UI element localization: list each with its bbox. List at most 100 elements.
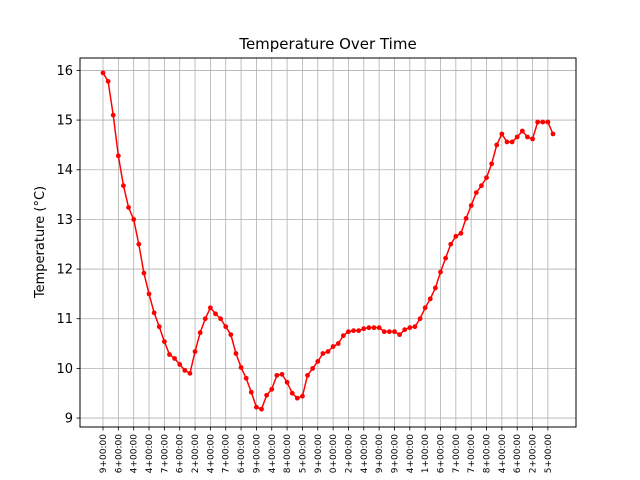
data-point xyxy=(274,372,280,378)
x-tick-label: 6+00:00 xyxy=(114,434,124,473)
y-tick-label: 16 xyxy=(56,64,73,79)
data-point xyxy=(427,296,433,302)
data-point xyxy=(525,134,530,140)
data-point xyxy=(202,316,208,322)
x-tick-label: 7+00:00 xyxy=(452,434,462,473)
data-point xyxy=(422,305,428,311)
x-tick-label: 8+00:00 xyxy=(283,434,293,473)
data-point xyxy=(151,310,157,316)
data-point xyxy=(223,324,229,330)
data-point xyxy=(519,128,525,134)
data-point xyxy=(468,203,474,208)
data-point xyxy=(381,329,387,335)
data-point xyxy=(325,349,331,354)
data-point xyxy=(207,305,213,311)
x-tick-label: 4+00:00 xyxy=(130,434,140,473)
plot-frame xyxy=(79,57,577,428)
data-point xyxy=(479,183,484,189)
x-tick-label: 9+00:00 xyxy=(390,434,400,473)
data-point xyxy=(121,183,126,189)
data-point xyxy=(182,367,188,373)
x-tick-label: 5+00:00 xyxy=(298,434,308,473)
data-point xyxy=(330,344,336,349)
data-point xyxy=(197,330,203,336)
data-point xyxy=(131,217,137,222)
data-point xyxy=(397,332,402,338)
data-point xyxy=(499,131,505,137)
data-point xyxy=(340,333,346,339)
x-tick-label: 1+00:00 xyxy=(421,434,431,473)
data-point xyxy=(238,365,244,370)
data-point xyxy=(115,153,121,159)
data-point xyxy=(243,375,249,381)
data-point xyxy=(172,356,177,361)
data-point xyxy=(315,359,321,364)
data-point xyxy=(530,136,535,142)
x-tick-label: 0+00:00 xyxy=(329,434,339,473)
x-tick-label: 4+00:00 xyxy=(498,434,508,473)
data-point xyxy=(535,119,541,125)
x-axis: 9+00:00 6+00:00 4+00:00 4+00:00 7+00:00 6+00:… xyxy=(99,427,554,473)
data-point xyxy=(407,325,413,331)
data-point xyxy=(361,326,367,332)
data-point xyxy=(376,325,382,331)
data-point xyxy=(100,70,106,76)
data-point xyxy=(110,112,116,118)
data-point xyxy=(438,269,443,275)
data-point xyxy=(443,255,449,261)
data-point xyxy=(346,329,351,335)
data-point xyxy=(550,131,556,137)
data-point xyxy=(463,216,469,221)
data-point xyxy=(366,325,372,331)
y-tick-label: 11 xyxy=(56,312,73,327)
data-point xyxy=(356,328,362,334)
data-point xyxy=(146,291,152,297)
data-point xyxy=(284,379,290,385)
x-tick-label: 6+00:00 xyxy=(237,434,247,473)
data-point xyxy=(126,205,131,210)
data-point xyxy=(453,233,459,239)
data-point xyxy=(213,311,218,317)
data-point xyxy=(320,351,326,356)
data-point xyxy=(300,393,305,399)
x-tick-label: 6+00:00 xyxy=(513,434,523,473)
x-tick-label: 4+00:00 xyxy=(360,434,370,473)
data-point xyxy=(371,325,377,331)
y-axis-title: Temperature (°C) xyxy=(33,186,48,299)
grid xyxy=(80,58,576,427)
data-point xyxy=(167,352,172,357)
x-tick-label: 4+00:00 xyxy=(206,434,216,473)
x-tick-label: 5+00:00 xyxy=(544,434,554,473)
x-tick-label: 2+00:00 xyxy=(529,434,539,473)
y-tick-label: 14 xyxy=(56,163,73,178)
data-point xyxy=(279,371,285,377)
y-tick-label: 9 xyxy=(65,412,73,427)
data-point xyxy=(494,142,500,148)
data-point xyxy=(458,230,464,236)
x-tick-label: 6+00:00 xyxy=(437,434,447,473)
data-point xyxy=(417,316,423,322)
data-point xyxy=(259,406,264,412)
data-point xyxy=(177,362,183,367)
x-tick-label: 9+00:00 xyxy=(375,434,385,473)
chart-title: Temperature Over Time xyxy=(238,35,416,53)
data-point xyxy=(248,389,254,395)
series-line xyxy=(102,72,554,410)
x-tick-label: 7+00:00 xyxy=(160,434,170,473)
data-point xyxy=(545,119,551,125)
data-point xyxy=(254,404,259,410)
data-point xyxy=(484,175,489,181)
x-tick-label: 9+00:00 xyxy=(252,434,262,473)
data-point xyxy=(192,349,198,354)
y-axis: 9 10 11 12 13 14 15 16 xyxy=(56,64,80,427)
data-point xyxy=(289,390,295,396)
x-tick-label: 4+00:00 xyxy=(268,434,278,473)
y-tick-label: 13 xyxy=(56,213,73,228)
data-point xyxy=(509,139,515,145)
y-tick-label: 15 xyxy=(56,114,73,129)
x-tick-label: 4+00:00 xyxy=(145,434,155,473)
data-point xyxy=(402,327,408,333)
data-point xyxy=(233,351,239,356)
series-temperature xyxy=(100,70,556,412)
